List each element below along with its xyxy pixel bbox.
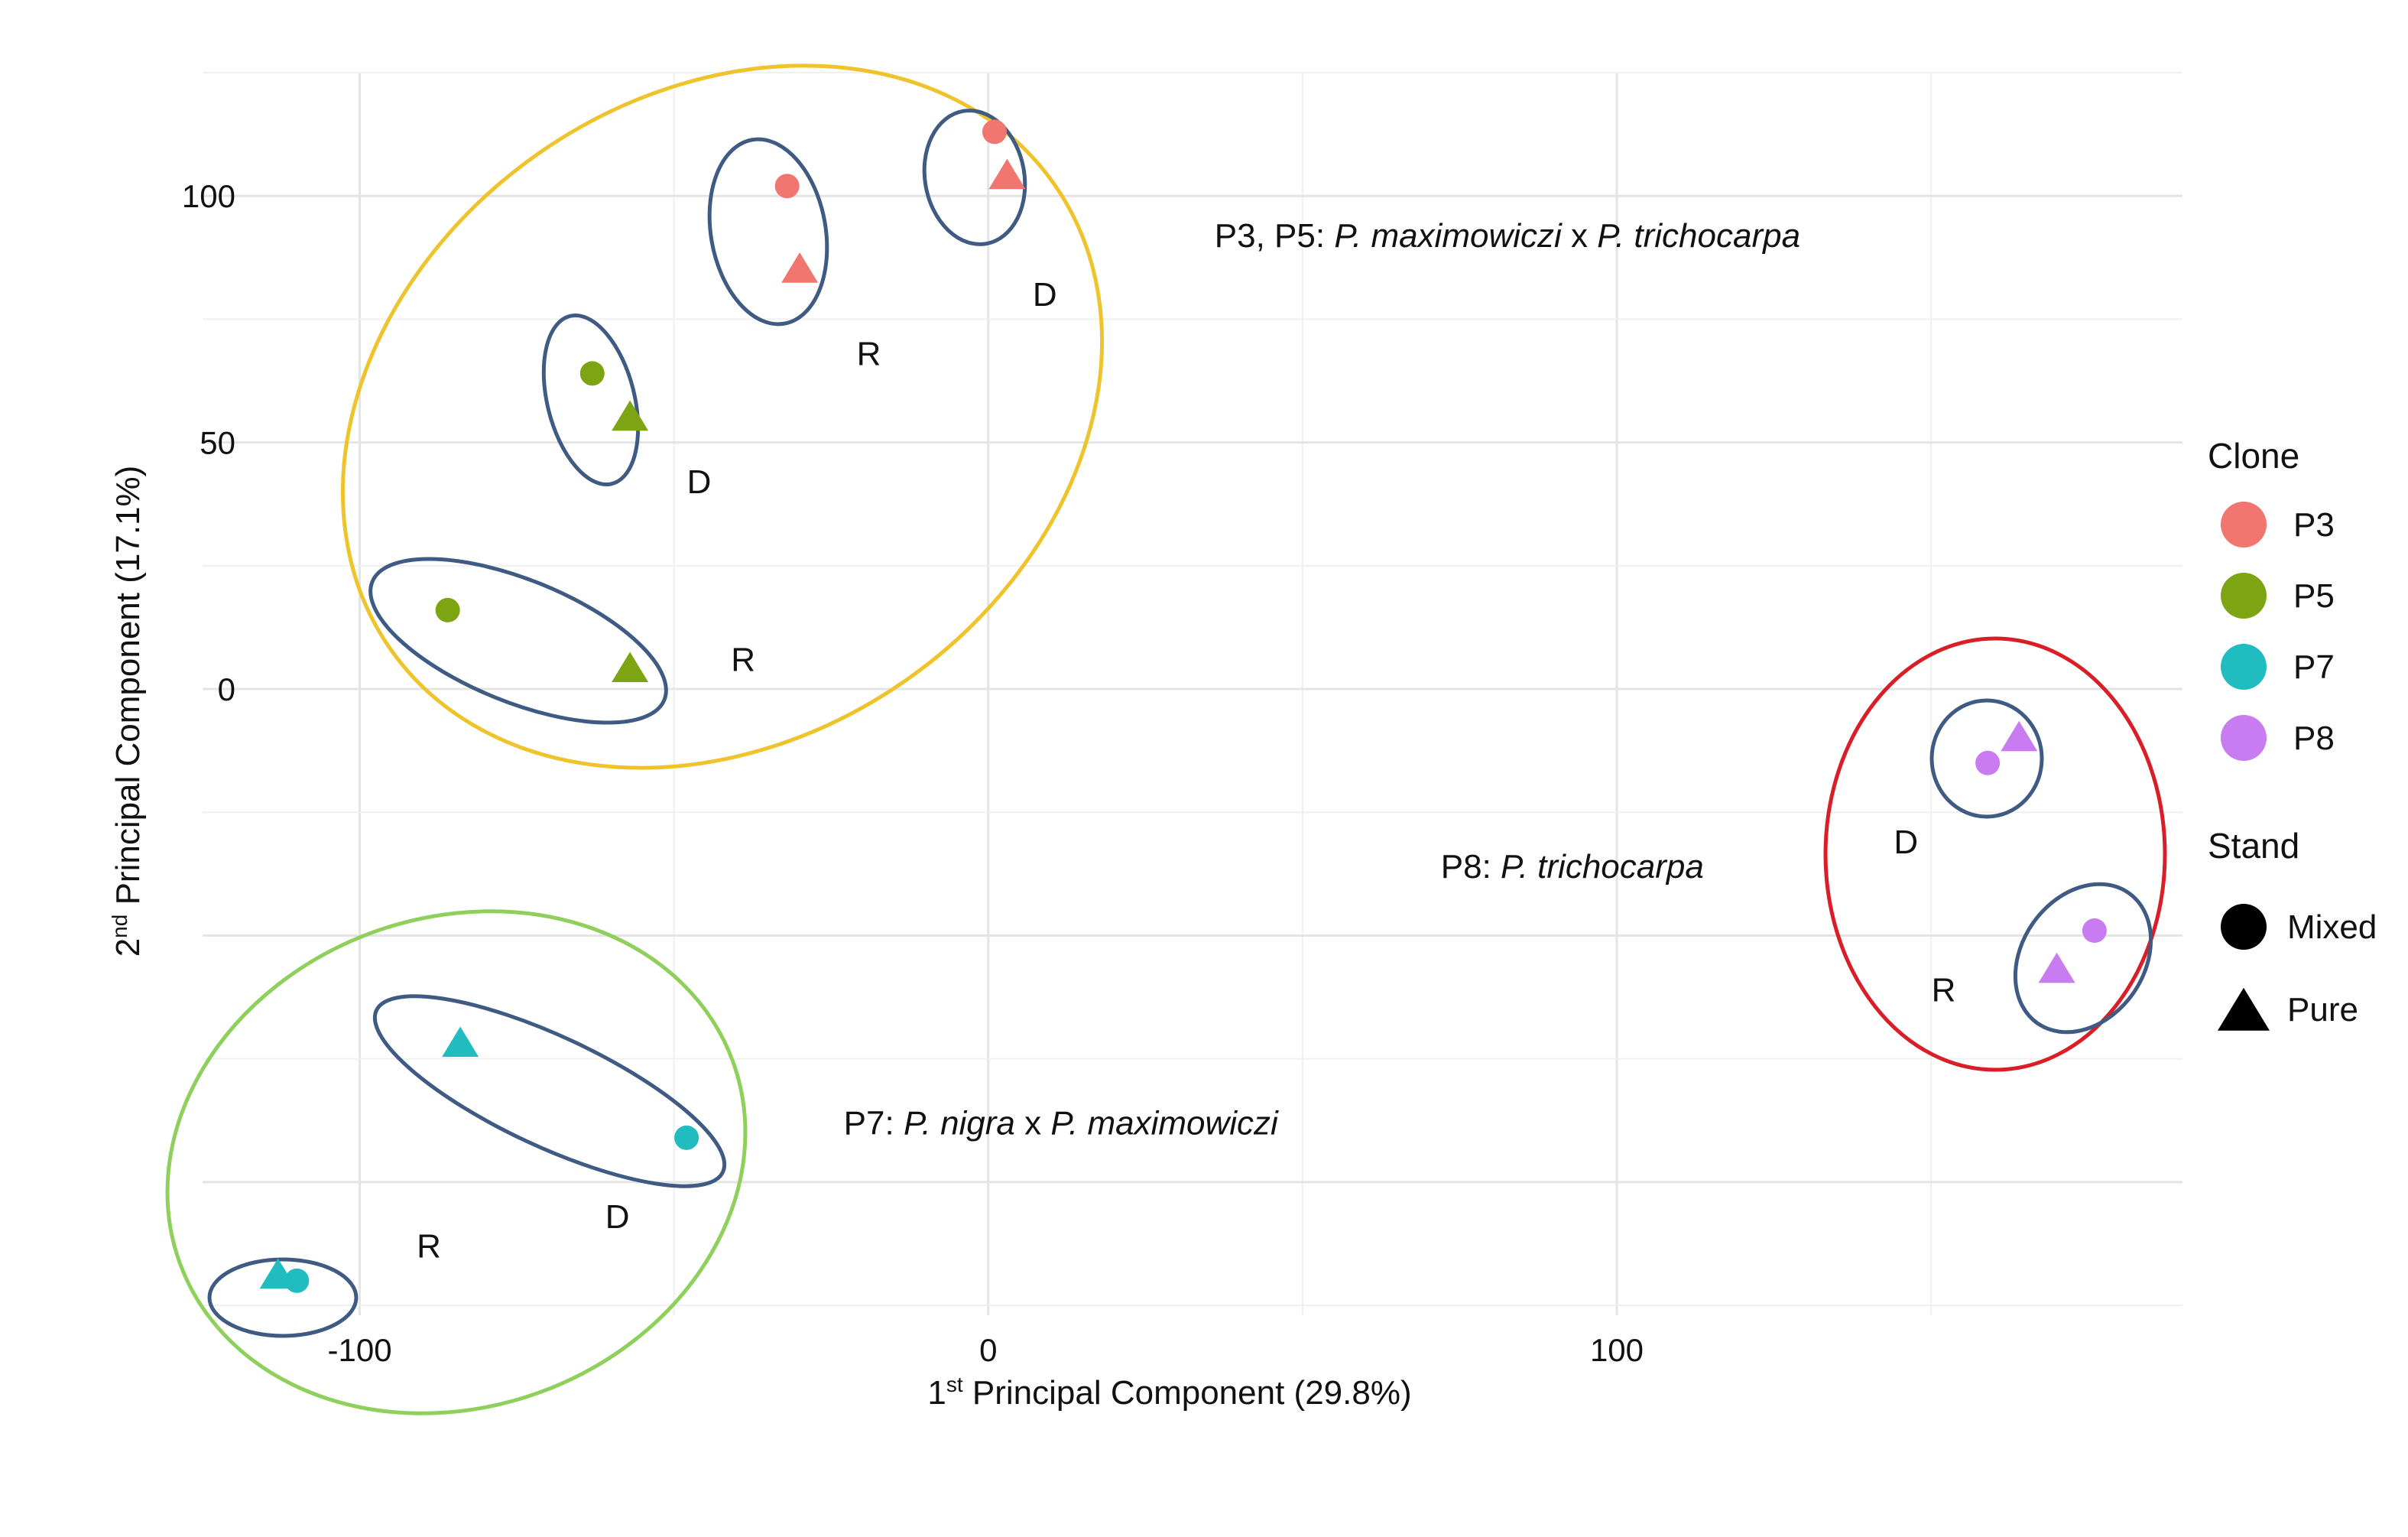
point-p3-mixed [774, 174, 800, 199]
x-axis-title: 1st Principal Component (29.8%) [927, 1373, 1411, 1412]
ellipse-p5-d [541, 313, 641, 487]
y-tick-label: 100 [182, 178, 235, 214]
point-p8-mixed [1975, 750, 2001, 775]
legend-entry-mixed: Mixed [2221, 904, 2377, 950]
ellipse-p5-r [368, 557, 668, 725]
point-p5-mixed [435, 597, 460, 622]
ellipse-p3-d [922, 109, 1027, 246]
tick-labels: -100 0 100 0 50 100 [182, 178, 1644, 1368]
x-tick-label: -100 [328, 1332, 392, 1368]
point-p8-pure [2038, 952, 2075, 983]
ellipse-p7-r [207, 1257, 359, 1338]
point-p3-pure [781, 252, 819, 283]
legend-label: P7 [2293, 648, 2335, 686]
annotations: D R D R D R D R P3, P5: P. maximowiczi x P. tric… [417, 217, 1955, 1266]
legend-swatch [2221, 904, 2267, 950]
ellipse-p3-p5-group [340, 63, 1105, 770]
group-label-1: P8: P. trichocarpa [1441, 848, 1704, 885]
group-label-2: P7: P. nigra x P. maximowiczi [844, 1105, 1279, 1142]
ellipse-p7-d [372, 994, 727, 1188]
y-tick-label: 0 [218, 671, 235, 707]
point-p5-mixed [579, 361, 605, 386]
ellipse-p8-r [2013, 882, 2153, 1035]
point-p8-pure [2001, 720, 2038, 752]
point-p7-mixed [674, 1125, 699, 1150]
x-tick-label: 100 [1590, 1332, 1644, 1368]
cluster-ellipses [165, 63, 2167, 1415]
point-p3-mixed [982, 119, 1007, 145]
point-p8-mixed [2082, 918, 2107, 944]
legend-stand-entries: Mixed Pure [2218, 904, 2377, 1031]
legend-clone-entries: P3 P5 P7 P8 [2221, 502, 2335, 761]
legend-entry-p8: P8 [2221, 715, 2335, 761]
ellipse-p8-d [1929, 698, 2044, 819]
annotation-r: R [1932, 971, 1956, 1009]
y-tick-label: 50 [200, 425, 235, 461]
legend-entry-pure: Pure [2218, 987, 2358, 1031]
point-p5-pure [612, 652, 649, 683]
y-axis-title: 2nd Principal Component (17.1%) [108, 466, 147, 957]
x-tick-label: 0 [979, 1332, 997, 1368]
data-points [259, 119, 2107, 1293]
point-p7-pure [259, 1258, 297, 1289]
legend-entry-p3: P3 [2221, 502, 2335, 548]
point-p5-pure [612, 400, 649, 431]
ellipse-p8-group [1823, 636, 2167, 1072]
legend-title-clone: Clone [2208, 436, 2299, 476]
annotation-r: R [417, 1228, 441, 1266]
legend-entry-p7: P7 [2221, 644, 2335, 690]
legend-swatch [2221, 644, 2267, 690]
annotation-r: R [857, 336, 881, 373]
legend-swatch [2221, 502, 2267, 548]
legend-swatch [2221, 573, 2267, 619]
legend-entry-p5: P5 [2221, 573, 2335, 619]
ellipse-p3-r [707, 137, 829, 327]
annotation-r: R [731, 641, 755, 678]
legend-label: P8 [2293, 720, 2335, 757]
point-p7-pure [442, 1026, 479, 1058]
legend-label: P3 [2293, 506, 2335, 544]
legend-swatch [2221, 715, 2267, 761]
annotation-d: D [687, 463, 712, 501]
annotation-d: D [1033, 276, 1057, 314]
grid [203, 72, 2182, 1315]
group-label-0: P3, P5: P. maximowiczi x P. trichocarpa [1215, 217, 1800, 255]
annotation-d: D [605, 1198, 630, 1236]
point-p3-pure [988, 158, 1026, 190]
legend: Clone P3 P5 P7 P8 Stand Mixed Pure [2208, 436, 2377, 1031]
annotation-d: D [1894, 824, 1918, 861]
legend-label: Mixed [2287, 908, 2377, 946]
legend-label: P5 [2293, 577, 2335, 615]
legend-swatch [2218, 987, 2270, 1031]
legend-label: Pure [2287, 991, 2358, 1028]
legend-title-stand: Stand [2208, 826, 2299, 866]
ellipse-p7-group [165, 909, 748, 1415]
